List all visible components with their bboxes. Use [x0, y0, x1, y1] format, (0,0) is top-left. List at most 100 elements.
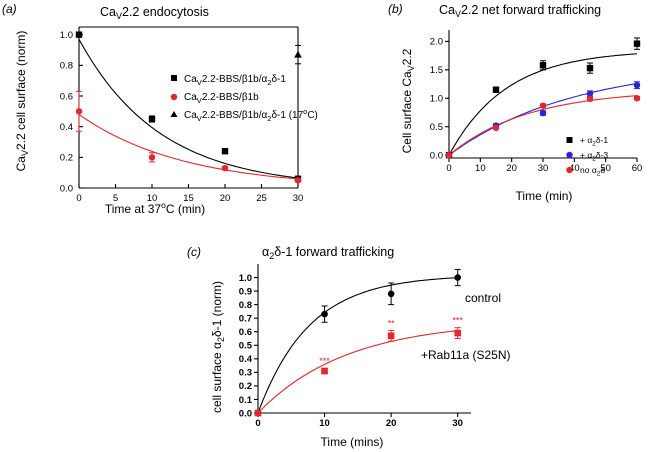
chart-a-xtick-label: 20: [220, 193, 231, 204]
chart-c-ytick-label: 0.8: [239, 300, 252, 311]
chart-c-xlabel: Time (mins): [321, 435, 384, 449]
legend-b-red-circle-marker: [566, 166, 573, 174]
legend-a-item-2: CaV2.2-BBS/β1b: [184, 92, 259, 105]
legend-b-square-marker: [566, 137, 573, 143]
chart-b-point-circle: [586, 95, 594, 103]
chart-c-ytick-label: 0.4: [239, 354, 253, 365]
chart-b-xtick-label: 60: [632, 163, 643, 174]
chart-a-point-circle: [148, 154, 156, 161]
legend-a-item-3: CaV2.2-BBS/β1b/α2δ-1 (17oC): [184, 107, 318, 123]
chart-a-ytick-label: 0.6: [60, 91, 73, 102]
legend-a-triangle-marker: [170, 111, 178, 117]
chart-c-title: α2δ-1 forward trafficking: [262, 245, 394, 261]
chart-a-xtick-label: 5: [113, 193, 118, 204]
chart-c-plot: 0 10 20 30 0.0 0.1 0.2 0.3 0.4 0.5 0.6 0.7 0.8 0.9 1.0…: [239, 264, 471, 429]
chart-b-point-square: [633, 40, 641, 47]
chart-a-xtick-label: 0: [76, 193, 81, 204]
chart-a-ylabel: CaV2.2 cell surface (norm): [14, 31, 30, 172]
chart-a-xtick-label: 25: [256, 193, 267, 204]
chart-a-plot: 0 5 10 15 20 25 30 0.0 0.2 0.4 0.6 0.8 1.0: [60, 26, 304, 204]
chart-a-point-square: [221, 148, 229, 155]
chart-a-ytick-label: 0.2: [60, 153, 73, 164]
chart-c-point-circle: [387, 290, 395, 298]
chart-a-point-triangle: [294, 50, 302, 58]
chart-c-xtick-label: 30: [452, 418, 463, 429]
chart-b-xtick-label: 40: [569, 163, 580, 174]
chart-b-legend: + α2δ-1 + α2δ-3 no α2δ: [566, 135, 608, 178]
chart-b-xtick-label: 0: [446, 163, 451, 174]
chart-b-point-circle: [539, 102, 547, 109]
chart-a-ytick-label: 0.0: [60, 183, 73, 194]
chart-b-point-circle: [586, 90, 594, 97]
chart-b-point-square: [586, 64, 594, 72]
chart-b-fit-line-2: [448, 95, 638, 156]
chart-a-ytick-label: 0.4: [60, 122, 73, 133]
panel-label-b: (b): [388, 2, 403, 16]
panel-label-c: (c): [187, 245, 201, 259]
legend-b-item-3: no α2δ: [580, 165, 605, 178]
chart-c-xtick-label: 10: [319, 418, 330, 429]
chart-c-xtick-label: 20: [386, 418, 397, 429]
chart-c-ytick-label: 0.9: [239, 286, 252, 297]
chart-a-legend: CaV2.2-BBS/β1b/α2δ-1 CaV2.2-BBS/β1b CaV2…: [170, 74, 318, 123]
chart-b-point-circle: [633, 81, 641, 89]
chart-b-point-square: [539, 62, 547, 69]
chart-b-ylabel: Cell surface CaV2.2: [400, 48, 416, 153]
chart-c-xtick-label: 0: [255, 418, 260, 429]
legend-c-control-label: control: [465, 291, 501, 305]
chart-c-point-square: [454, 329, 461, 337]
chart-b-point-circle: [633, 95, 641, 102]
chart-a-fit-line-0: [78, 39, 299, 179]
legend-b-item-1: + α2δ-1: [580, 135, 608, 148]
chart-c-point-square: [254, 409, 262, 417]
legend-a-square-marker: [171, 75, 177, 81]
chart-c-ytick-label: 0.6: [239, 327, 252, 338]
chart-c-ylabel: cell surface α2δ-1 (norm): [210, 281, 226, 413]
legend-b-blue-circle-marker: [566, 151, 573, 159]
panel-label-a: (a): [2, 2, 17, 16]
chart-a-point-circle: [294, 177, 302, 184]
chart-a-xtick-label: 15: [183, 193, 194, 204]
chart-c-ytick-label: 0.1: [239, 395, 253, 406]
legend-c-rab11a-label: +Rab11a (S25N): [421, 348, 511, 362]
chart-b-plot: 0 10 20 30 40 50 60 0.0 0.5 1.0 1.5 2.0: [430, 30, 643, 174]
chart-c-significance-annotation: ***: [319, 356, 330, 366]
chart-b-xtick-label: 50: [600, 163, 611, 174]
chart-b-point-circle: [492, 124, 500, 132]
chart-c-significance-annotation: **: [388, 318, 396, 328]
chart-a-ytick-label: 0.8: [60, 61, 73, 72]
chart-c-point-square: [387, 332, 395, 340]
chart-b-point-square: [492, 86, 500, 93]
chart-c-ytick-label: 0.5: [239, 341, 253, 352]
chart-c-ytick-label: 0.0: [239, 408, 252, 419]
chart-a-point-square: [148, 115, 156, 123]
chart-c-point-circle: [454, 274, 461, 281]
chart-a-point-circle: [221, 164, 229, 172]
chart-c-fit-line-0: [257, 277, 458, 414]
chart-a-xlabel: Time at 37oC (min): [105, 200, 205, 216]
chart-a-xtick-label: 30: [293, 193, 304, 204]
chart-b-fit-line-1: [448, 83, 638, 156]
chart-a-xtick-label: 10: [147, 193, 158, 204]
chart-b-title: CaV2.2 net forward trafficking: [439, 3, 601, 19]
chart-b-point-circle: [445, 151, 453, 159]
chart-c-ytick-label: 1.0: [239, 273, 252, 284]
chart-b-xtick-label: 20: [506, 163, 517, 174]
legend-a-item-1: CaV2.2-BBS/β1b/α2δ-1: [184, 74, 286, 87]
chart-c-ytick-label: 0.3: [239, 368, 252, 379]
chart-c-ytick-label: 0.2: [239, 381, 252, 392]
chart-a-fit-line-1: [78, 113, 299, 180]
chart-b-ytick-label: 1.0: [430, 94, 443, 105]
chart-b-xtick-label: 10: [475, 163, 486, 174]
chart-b-ytick-label: 0.0: [430, 150, 443, 161]
chart-b-ytick-label: 2.0: [430, 37, 443, 48]
chart-a-point-circle: [75, 108, 83, 115]
chart-b-xlabel: Time (min): [516, 189, 573, 203]
chart-c-significance-annotation: ***: [452, 316, 463, 326]
chart-a-point-square: [75, 31, 83, 38]
chart-b-xtick-label: 30: [538, 163, 549, 174]
legend-b-item-2: + α2δ-3: [580, 150, 608, 163]
legend-a-red-circle-marker: [170, 93, 178, 101]
chart-b-point-circle: [539, 109, 547, 117]
